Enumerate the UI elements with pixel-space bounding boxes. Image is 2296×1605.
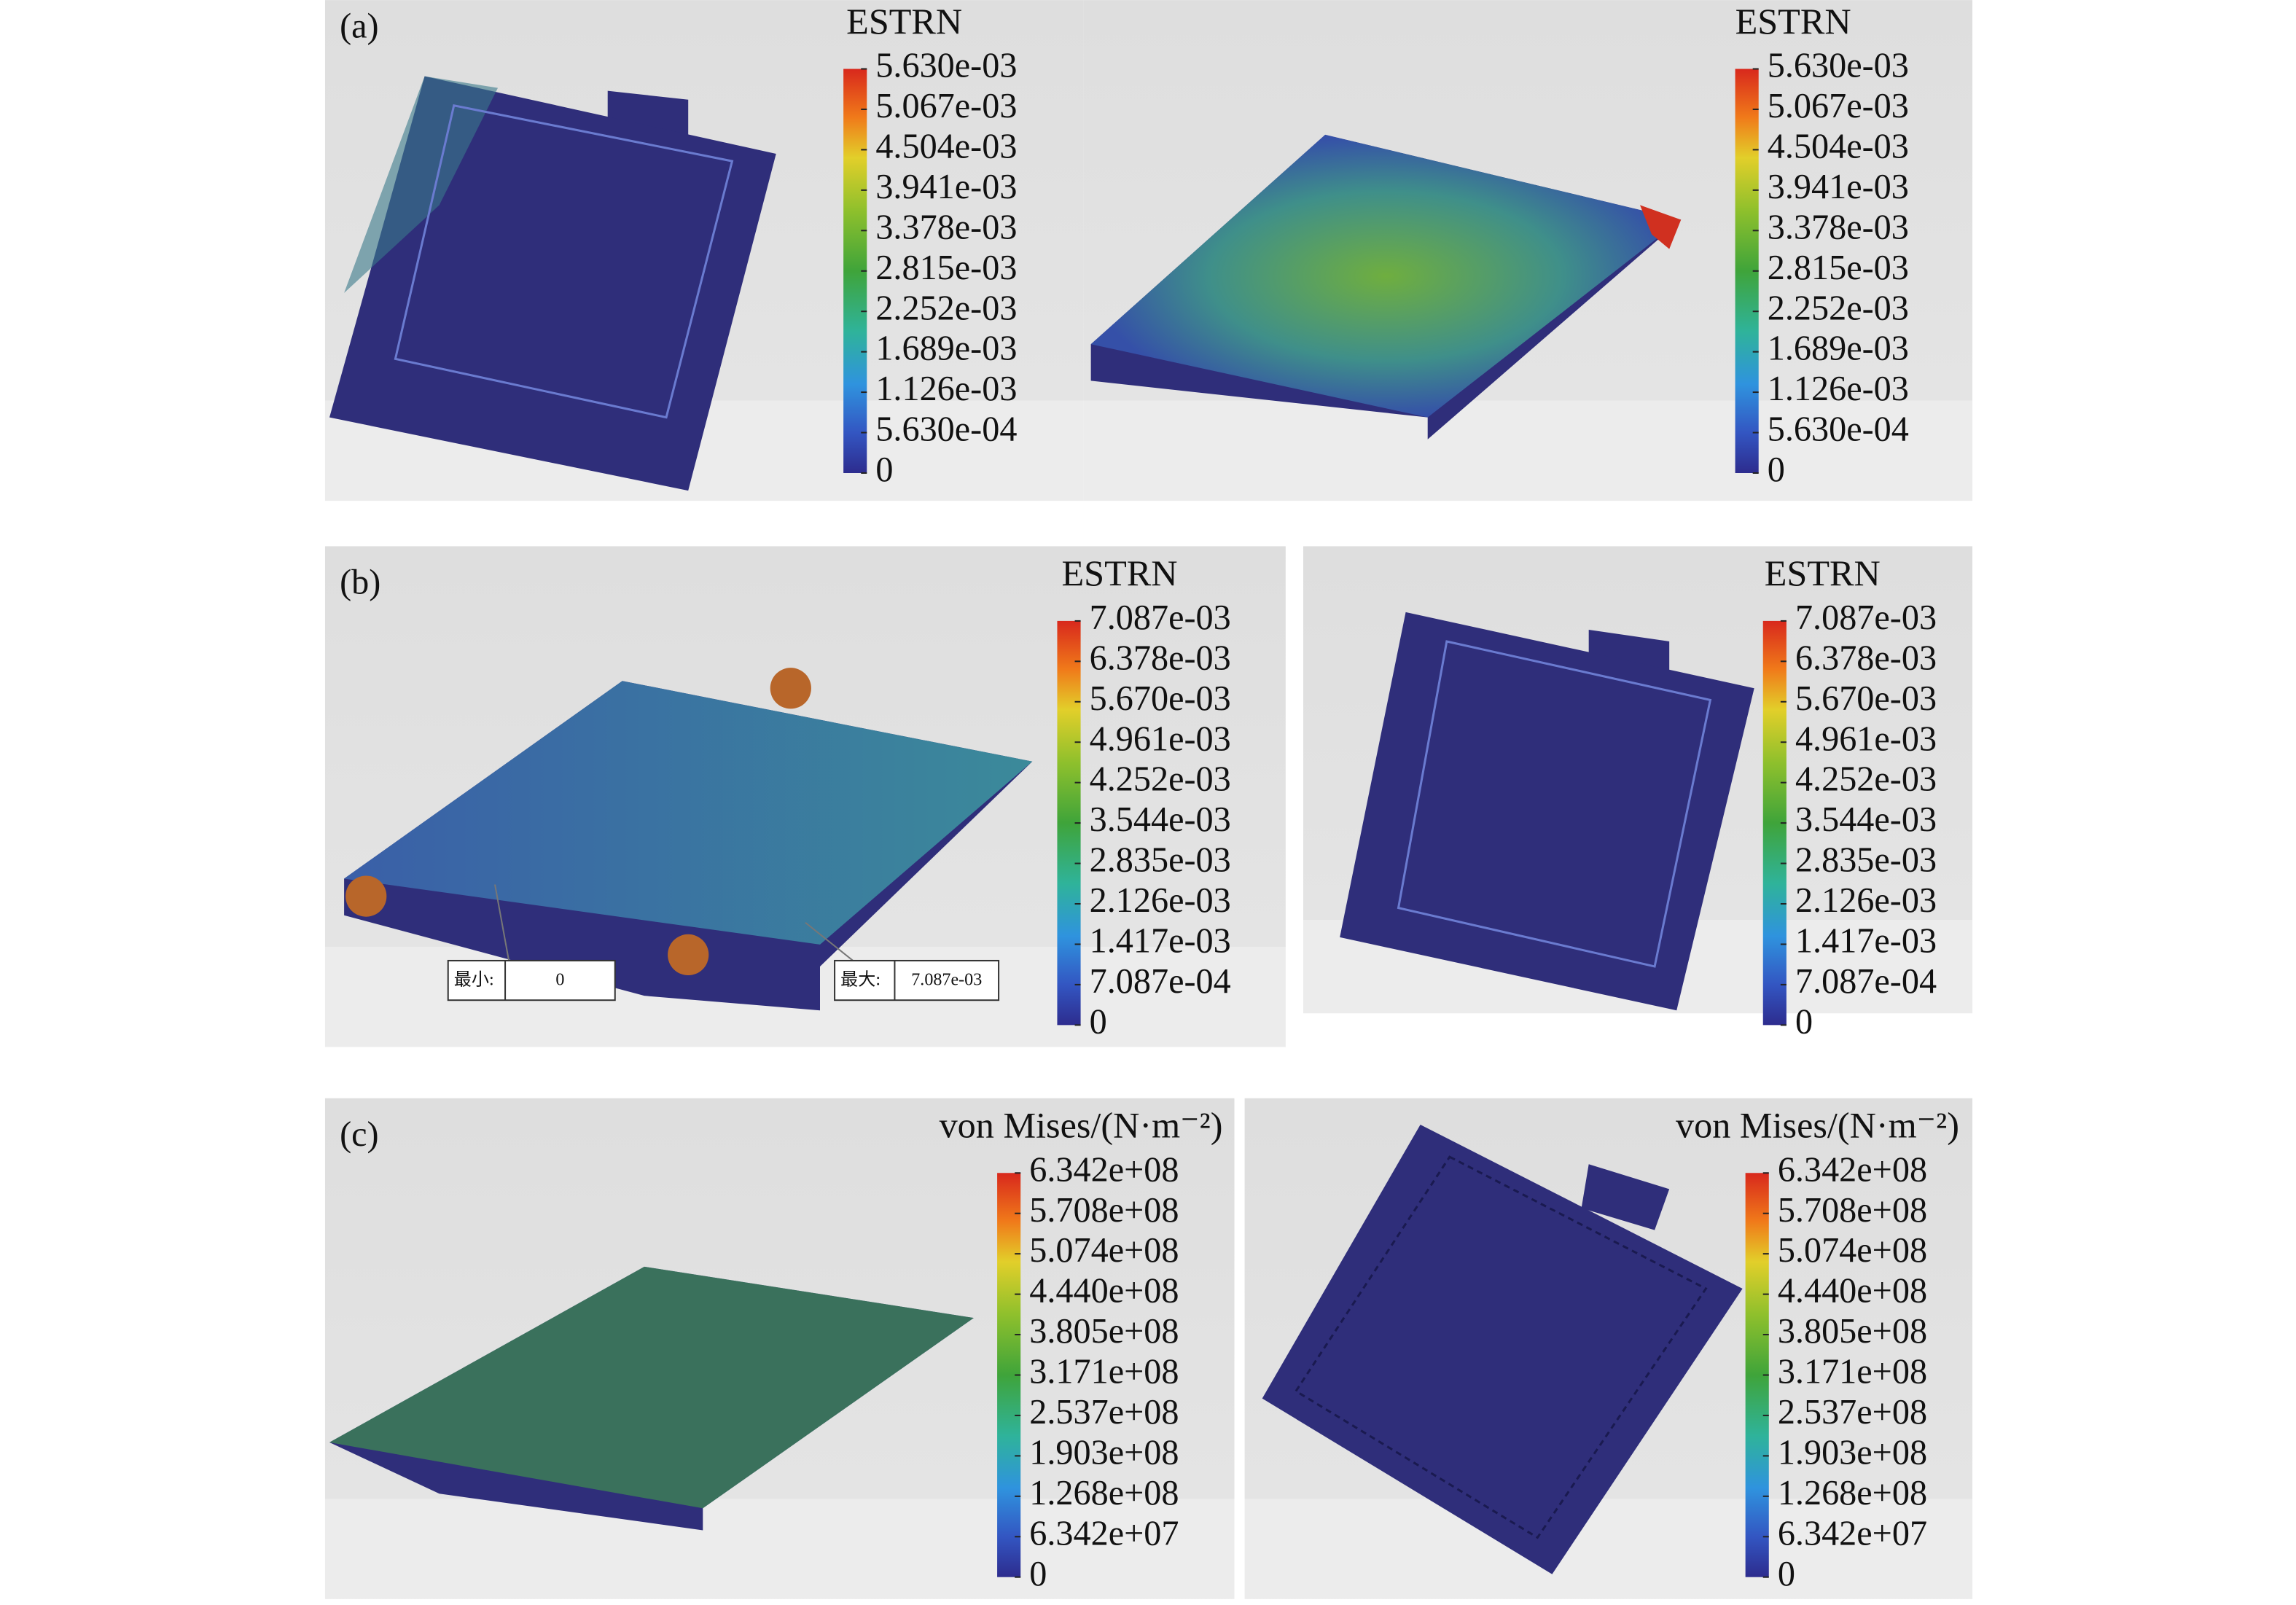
legend-tick-label: 1.268e+08 — [1029, 1474, 1179, 1512]
legend-tick-label: 5.067e-03 — [1768, 87, 1909, 125]
legend-tick-label: 5.670e-03 — [1795, 679, 1937, 718]
legend-tick-label: 0 — [875, 450, 893, 489]
legend-title: ESTRN — [1735, 1, 1851, 42]
legend-tick-label: 3.805e+08 — [1778, 1312, 1927, 1351]
color-legend: von Mises/(N·m⁻²) 6.342e+085.708e+085.074… — [1676, 1105, 1959, 1593]
callout-value: 7.087e-03 — [911, 971, 982, 990]
legend-tick-label: 2.835e-03 — [1090, 841, 1231, 880]
callout: 最小: 0 — [447, 884, 616, 1001]
callout-label: 最小: — [454, 970, 494, 990]
legend-tick-label: 4.504e-03 — [875, 127, 1017, 165]
panel-label: (a) — [340, 7, 378, 45]
legend-tick-label: 5.630e-04 — [1768, 410, 1909, 449]
legend-title: ESTRN — [846, 1, 962, 42]
legend-tick-label: 2.252e-03 — [875, 289, 1017, 327]
legend-tick-label: 1.126e-03 — [1768, 370, 1909, 408]
annotations: (a) ESTRN5.630e-035.067e-034.504e-033.941… — [340, 1, 1959, 1593]
legend-tick-label: 6.378e-03 — [1795, 639, 1937, 677]
legend-tick-label: 3.941e-03 — [875, 168, 1017, 206]
legend-tick-label: 5.630e-04 — [875, 410, 1017, 449]
color-legend: von Mises/(N·m⁻²) 6.342e+085.708e+085.074… — [940, 1105, 1223, 1593]
legend-tick-label: 6.342e+08 — [1029, 1150, 1179, 1189]
legend-tick-label: 3.544e-03 — [1795, 800, 1937, 839]
legend-title: ESTRN — [1061, 552, 1177, 593]
legend-tick-label: 6.342e+07 — [1029, 1514, 1179, 1553]
legend-tick-label: 6.378e-03 — [1090, 639, 1231, 677]
color-legend: ESTRN 5.630e-035.067e-034.504e-033.941e-0… — [1735, 1, 1909, 489]
legend-tick-label: 2.537e+08 — [1778, 1393, 1927, 1432]
legend-tick-label: 4.252e-03 — [1795, 760, 1937, 799]
legend-tick-label: 1.689e-03 — [1768, 329, 1909, 368]
legend-tick-label: 5.074e+08 — [1778, 1231, 1927, 1270]
legend-tick-label: 2.537e+08 — [1029, 1393, 1179, 1432]
legend-tick-label: 0 — [1795, 1002, 1813, 1041]
panel-label: (b) — [340, 563, 380, 602]
legend-tick-label: 1.903e+08 — [1029, 1433, 1179, 1472]
legend-tick-label: 3.378e-03 — [1768, 208, 1909, 246]
legend-tick-label: 1.268e+08 — [1778, 1474, 1927, 1512]
legend-title: ESTRN — [1765, 552, 1881, 593]
legend-tick-label: 1.903e+08 — [1778, 1433, 1927, 1472]
legend-title: von Mises/(N·m⁻²) — [940, 1105, 1223, 1146]
legend-tick-label: 3.171e+08 — [1778, 1353, 1927, 1391]
legend-tick-label: 1.417e-03 — [1795, 922, 1937, 961]
legend-tick-label: 3.941e-03 — [1768, 168, 1909, 206]
legend-tick-label: 3.805e+08 — [1029, 1312, 1179, 1351]
legend-tick-label: 7.087e-04 — [1795, 962, 1937, 1001]
legend-tick-label: 4.440e+08 — [1778, 1272, 1927, 1311]
legend-tick-label: 5.067e-03 — [875, 87, 1017, 125]
legend-tick-label: 2.126e-03 — [1090, 881, 1231, 920]
legend-tick-label: 4.440e+08 — [1029, 1272, 1179, 1311]
legend-tick-label: 4.252e-03 — [1090, 760, 1231, 799]
legend-tick-label: 5.630e-03 — [875, 47, 1017, 85]
color-legend: ESTRN7.087e-036.378e-035.670e-034.961e-0… — [447, 552, 1231, 1041]
legend-tick-label: 5.670e-03 — [1090, 679, 1231, 718]
legend-tick-label: 2.815e-03 — [1768, 249, 1909, 287]
callout-box — [447, 959, 616, 1001]
callout: 最大: 7.087e-03 — [805, 921, 1000, 1001]
legend-title: von Mises/(N·m⁻²) — [1676, 1105, 1959, 1146]
legend-tick-label: 2.815e-03 — [875, 249, 1017, 287]
legend-tick-label: 0 — [1029, 1555, 1047, 1593]
legend-tick-label: 7.087e-03 — [1090, 598, 1231, 637]
legend-tick-label: 5.630e-03 — [1768, 47, 1909, 85]
legend-tick-label: 5.708e+08 — [1029, 1191, 1179, 1230]
color-legend: ESTRN 7.087e-036.378e-035.670e-034.961e-0… — [1762, 552, 1937, 1041]
legend-tick-label: 7.087e-03 — [1795, 598, 1937, 637]
legend-tick-label: 1.126e-03 — [875, 370, 1017, 408]
callout-leader — [805, 921, 854, 961]
color-legend: ESTRN 5.630e-035.067e-034.504e-033.941e-0… — [843, 1, 1017, 489]
legend-tick-label: 4.961e-03 — [1090, 719, 1231, 758]
legend-tick-label: 6.342e+07 — [1778, 1514, 1927, 1553]
legend-tick-label: 0 — [1768, 450, 1785, 489]
legend-tick-label: 2.252e-03 — [1768, 289, 1909, 327]
legend-tick-label: 3.171e+08 — [1029, 1353, 1179, 1391]
callout-box — [834, 959, 1000, 1001]
callout-label: 最大: — [840, 970, 880, 990]
legend-tick-label: 6.342e+08 — [1778, 1150, 1927, 1189]
panel-label: (c) — [340, 1115, 378, 1154]
legend-tick-label: 2.126e-03 — [1795, 881, 1937, 920]
callout-leader — [494, 884, 510, 961]
legend-tick-label: 0 — [1090, 1002, 1107, 1041]
legend-tick-label: 1.689e-03 — [875, 329, 1017, 368]
legend-tick-label: 0 — [1778, 1555, 1795, 1593]
legend-tick-label: 4.961e-03 — [1795, 719, 1937, 758]
callout-value: 0 — [555, 971, 564, 990]
legend-tick-label: 5.708e+08 — [1778, 1191, 1927, 1230]
legend-tick-label: 4.504e-03 — [1768, 127, 1909, 165]
legend-tick-label: 1.417e-03 — [1090, 922, 1231, 961]
legend-tick-label: 3.378e-03 — [875, 208, 1017, 246]
legend-tick-label: 5.074e+08 — [1029, 1231, 1179, 1270]
legend-tick-label: 7.087e-04 — [1090, 962, 1231, 1001]
legend-tick-label: 3.544e-03 — [1090, 800, 1231, 839]
plate-renders — [329, 76, 1754, 1574]
legend-tick-label: 2.835e-03 — [1795, 841, 1937, 880]
